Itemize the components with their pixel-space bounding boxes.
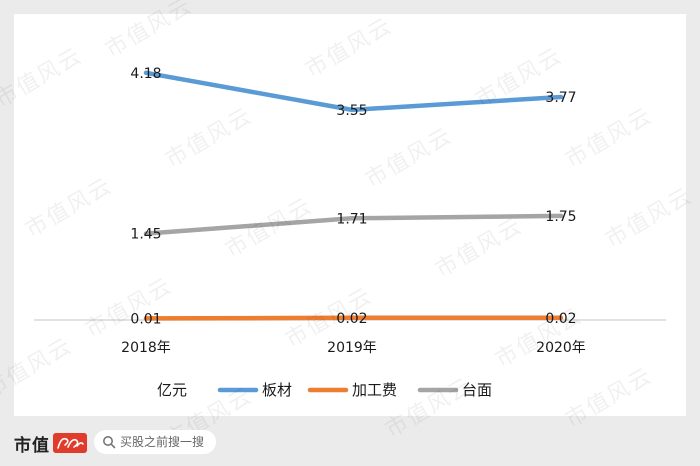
x-tick-label: 2018年 [121,340,171,356]
series-line-1 [143,315,564,321]
legend-label-1: 加工费 [352,381,397,399]
footer-bar: 市值 [14,422,686,462]
x-tick-label: 2020年 [536,340,586,356]
data-label: 1.71 [336,211,367,227]
brand[interactable]: 市值 [14,432,87,456]
data-label: 0.02 [336,311,367,327]
data-label: 1.75 [545,209,576,225]
chart-card: 4.18 3.55 3.77 0.01 0.02 0.02 1.45 1.71 1.75 2018… [14,14,686,416]
series-line-0 [143,70,564,113]
unit-label: 亿元 [157,381,187,399]
legend-label-2: 台面 [462,381,492,399]
data-label: 3.55 [336,103,367,119]
search-box[interactable] [94,430,216,454]
search-input[interactable] [120,435,212,449]
fengyun-logo-icon [53,433,87,453]
search-icon [103,436,116,449]
series-line-2 [143,213,564,236]
legend-label-0: 板材 [262,381,292,399]
data-label: 0.01 [130,311,161,327]
data-label: 4.18 [130,66,161,82]
data-label: 0.02 [545,311,576,327]
x-tick-label: 2019年 [327,340,377,356]
data-label: 1.45 [130,227,161,243]
line-chart: 4.18 3.55 3.77 0.01 0.02 0.02 1.45 1.71 1.75 2018… [34,66,666,399]
data-label: 3.77 [545,90,576,106]
brand-name: 市值 [14,435,50,456]
